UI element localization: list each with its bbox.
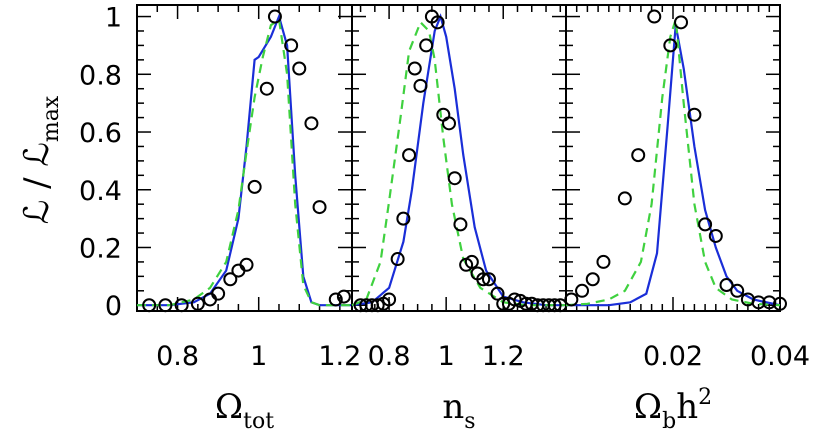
y-tick-label: 0.6: [79, 118, 122, 149]
panel-3: 0.02 0.04 Ωbh2: [564, 4, 810, 434]
data-point: [247, 179, 262, 194]
data-point: [436, 107, 451, 122]
data-point: [730, 283, 745, 298]
data-point: [596, 254, 611, 269]
data-point: [442, 116, 457, 131]
dashed-curve: [137, 17, 352, 307]
data-point: [708, 228, 723, 243]
data-point: [390, 252, 405, 267]
data-point: [773, 296, 787, 311]
data-point: [211, 286, 226, 301]
data-point: [547, 298, 562, 313]
data-point: [312, 200, 327, 215]
data-point: [382, 292, 397, 307]
data-point: [453, 217, 468, 232]
panel-frame: [351, 4, 567, 312]
data-point: [396, 211, 411, 226]
x-axis-label: ns: [442, 387, 475, 434]
data-point: [223, 272, 238, 287]
data-point: [631, 148, 646, 163]
data-point: [617, 191, 632, 206]
data-point: [751, 295, 766, 310]
y-tick-label: 0.4: [79, 176, 122, 207]
data-point: [328, 292, 343, 307]
data-point: [476, 272, 491, 287]
y-tick-label: 1: [105, 3, 122, 34]
data-point: [267, 9, 282, 24]
x-tick-label: 1.2: [482, 341, 525, 372]
x-tick-label: 0.8: [368, 341, 411, 372]
data-point: [419, 38, 434, 53]
data-point: [407, 61, 422, 76]
y-tick-label: 0: [105, 291, 122, 322]
data-point: [336, 289, 351, 304]
data-point: [447, 171, 462, 186]
x-tick-label: 0.04: [750, 341, 810, 372]
y-axis-label-text: ℒ / ℒmax: [17, 95, 64, 224]
data-point: [647, 9, 662, 24]
x-tick-label: 1.2: [318, 341, 361, 372]
data-point: [190, 296, 205, 311]
data-point: [687, 107, 702, 122]
x-tick-label: 1: [438, 341, 455, 372]
data-point: [142, 298, 157, 313]
data-point: [259, 81, 274, 96]
dashed-curve: [565, 19, 781, 307]
data-point: [292, 61, 307, 76]
panel-2: 0.8 1 1.2ns: [351, 4, 568, 434]
y-tick-label: 0.8: [79, 60, 122, 91]
x-tick-label: 1: [250, 341, 267, 372]
data-point: [674, 15, 689, 30]
data-point: [413, 78, 428, 93]
data-point: [430, 15, 445, 30]
data-point: [158, 298, 173, 313]
data-point: [284, 38, 299, 53]
data-point: [239, 257, 254, 272]
data-point: [663, 38, 678, 53]
data-point: [304, 116, 319, 131]
x-tick-label: 0.8: [156, 341, 199, 372]
dashed-curve: [351, 20, 566, 307]
x-axis-label: Ωtot: [215, 387, 274, 434]
x-tick-label: 0.02: [643, 341, 703, 372]
x-axis-label: Ωbh2: [634, 385, 712, 434]
data-point: [370, 298, 385, 313]
data-point: [698, 217, 713, 232]
panel-1: 0.8 1 1.2 0 0.2 0.4 0.6 0.8 1 Ωtot: [79, 3, 361, 434]
data-point: [719, 278, 734, 293]
data-point: [481, 272, 496, 287]
data-point: [490, 286, 505, 301]
y-tick-label: 0.2: [79, 233, 122, 264]
data-point: [762, 295, 777, 310]
data-point: [585, 272, 600, 287]
data-point: [402, 148, 417, 163]
data-point: [174, 298, 189, 313]
data-point: [464, 254, 479, 269]
data-point: [575, 283, 590, 298]
y-axis-label: ℒ / ℒmax: [17, 95, 64, 224]
solid-curve: [351, 13, 566, 307]
data-point: [564, 292, 579, 307]
